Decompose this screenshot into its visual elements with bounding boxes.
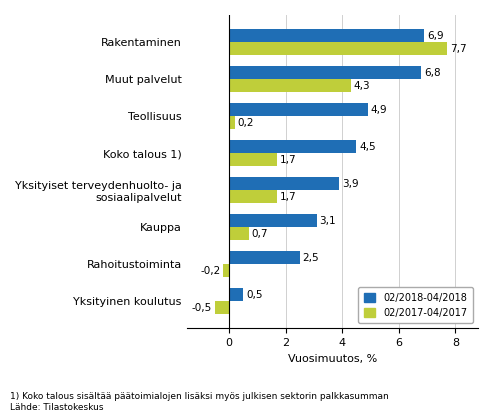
Text: 3,1: 3,1 <box>319 215 336 225</box>
X-axis label: Vuosimuutos, %: Vuosimuutos, % <box>288 354 377 364</box>
Text: 6,8: 6,8 <box>424 68 441 78</box>
Bar <box>229 66 422 79</box>
Bar <box>229 177 340 190</box>
Text: 6,9: 6,9 <box>427 31 444 41</box>
Text: 4,3: 4,3 <box>353 81 370 91</box>
Text: 1) Koko talous sisältää päätoimialojen lisäksi myös julkisen sektorin palkkasumm: 1) Koko talous sisältää päätoimialojen l… <box>10 392 388 401</box>
Text: 0,5: 0,5 <box>246 290 263 300</box>
Text: 0,2: 0,2 <box>238 118 254 128</box>
Bar <box>229 42 447 55</box>
Bar <box>229 227 249 240</box>
Bar <box>215 301 229 314</box>
Text: 1,7: 1,7 <box>280 192 297 202</box>
Bar <box>229 116 235 129</box>
Text: 4,5: 4,5 <box>359 142 376 152</box>
Bar <box>229 251 300 264</box>
Text: Lähde: Tilastokeskus: Lähde: Tilastokeskus <box>10 403 104 412</box>
Bar <box>229 79 351 92</box>
Bar <box>229 103 368 116</box>
Bar <box>229 29 424 42</box>
Bar <box>229 214 317 227</box>
Text: 2,5: 2,5 <box>303 253 319 262</box>
Bar <box>229 288 243 301</box>
Text: -0,5: -0,5 <box>192 302 212 312</box>
Bar <box>229 153 277 166</box>
Bar <box>223 264 229 277</box>
Text: -0,2: -0,2 <box>201 265 221 275</box>
Text: 7,7: 7,7 <box>450 44 466 54</box>
Legend: 02/2018-04/2018, 02/2017-04/2017: 02/2018-04/2018, 02/2017-04/2017 <box>358 287 473 323</box>
Bar <box>229 140 356 153</box>
Text: 4,9: 4,9 <box>371 105 387 115</box>
Text: 1,7: 1,7 <box>280 155 297 165</box>
Text: 3,9: 3,9 <box>342 178 359 189</box>
Text: 0,7: 0,7 <box>252 229 268 239</box>
Bar <box>229 190 277 203</box>
